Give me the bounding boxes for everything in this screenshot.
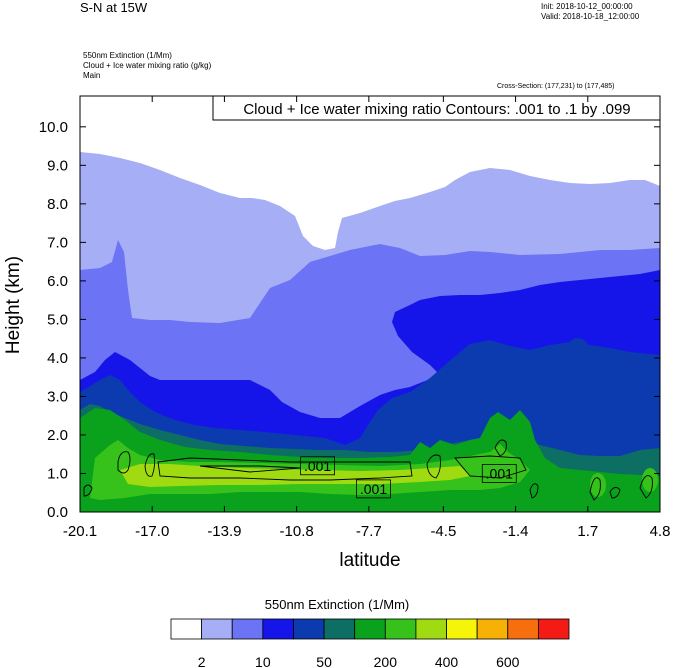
y-tick-label: 8.0 [47, 196, 68, 213]
field-line-2: Cloud + Ice water mixing ratio (g/kg) [83, 61, 212, 70]
colorbar-label: 600 [496, 654, 520, 668]
x-tick-label: -7.7 [356, 523, 382, 540]
x-tick-label: 4.8 [650, 523, 671, 540]
contour-label-box [481, 464, 517, 483]
x-tick-label: -10.8 [280, 523, 314, 540]
y-tick-label: 9.0 [47, 157, 68, 174]
contour-value-label: .001 [486, 465, 513, 481]
valid-time: Valid: 2018-10-18_12:00:00 [541, 12, 640, 21]
y-tick-label: 3.0 [47, 388, 68, 405]
field-line-3: Main [83, 71, 101, 80]
colorbar-swatch [170, 618, 203, 640]
contour-info-box [212, 95, 661, 121]
time-info: Init: 2018-10-12_00:00:00 Valid: 2018-10… [541, 2, 639, 22]
colorbar-label: 200 [374, 654, 398, 668]
x-tick-label: -13.9 [207, 523, 241, 540]
contour-info-label: Cloud + Ice water mixing ratio Contours:… [243, 101, 630, 118]
y-axis: 0.0 1.0 2.0 3.0 4.0 5.0 6.0 7.0 8.0 9.0 10.0 [39, 119, 660, 521]
contour-fill [80, 96, 660, 512]
colorbar-label: 2 [198, 654, 206, 668]
y-tick-label: 2.0 [47, 427, 68, 444]
plot-title: S-N at 15W [80, 0, 148, 15]
contour-value-label: .001 [304, 458, 331, 474]
x-tick-label: -4.5 [430, 523, 456, 540]
y-tick-label: 7.0 [47, 234, 68, 251]
y-axis-label: Height (km) [3, 255, 24, 355]
colorbar-swatch [262, 618, 294, 640]
contour-label-box [300, 456, 335, 476]
colorbar-swatch [537, 618, 570, 640]
y-tick-label: 0.0 [47, 504, 68, 521]
fill-band-green-cell [590, 473, 606, 497]
cross-section-label: Cross-Section: (177,231) to (177,485) [497, 83, 615, 90]
y-tick-label: 10.0 [39, 119, 68, 136]
x-tick-label: -17.0 [135, 523, 169, 540]
x-tick-label: -1.4 [503, 523, 529, 540]
colorbar-title: 550nm Extinction (1/Mm) [264, 597, 410, 612]
x-axis-label: latitude [339, 550, 401, 571]
colorbar-swatch [293, 618, 325, 640]
y-tick-label: 1.0 [47, 465, 68, 482]
contour-lines [83, 439, 653, 501]
colorbar-swatch [507, 618, 539, 640]
colorbar-swatch [354, 618, 386, 640]
colorbar-label: 10 [255, 654, 271, 668]
colorbar-swatch [415, 618, 447, 640]
contour-value-labels: .001 .001 .001 [300, 456, 517, 499]
fill-band-lime [120, 464, 470, 487]
colorbar-label: 400 [435, 654, 459, 668]
colorbar-swatch [231, 618, 264, 640]
contour-value-label: .001 [360, 481, 387, 497]
colorbar: 2 10 50 200 400 600 [170, 618, 570, 668]
x-tick-label: 1.7 [577, 523, 598, 540]
x-tick-label: -20.1 [63, 523, 97, 540]
init-time: Init: 2018-10-12_00:00:00 [541, 2, 633, 11]
field-line-1: 550nm Extinction (1/Mm) [83, 51, 172, 60]
colorbar-swatch [384, 618, 417, 640]
colorbar-swatch [201, 618, 233, 640]
y-tick-label: 4.0 [47, 350, 68, 367]
colorbar-swatch [446, 618, 478, 640]
y-tick-label: 6.0 [47, 273, 68, 290]
colorbar-swatch [323, 618, 356, 640]
contour-label-box [356, 479, 391, 499]
colorbar-swatch [476, 618, 509, 640]
fill-band-navy-cell [566, 338, 590, 366]
fill-band-green-cell [642, 468, 658, 492]
colorbar-label: 50 [316, 654, 332, 668]
y-tick-label: 5.0 [47, 311, 68, 328]
x-axis: -20.1 -17.0 -13.9 -10.8 -7.7 -4.5 -1.4 1.7 4.8 [63, 96, 671, 540]
